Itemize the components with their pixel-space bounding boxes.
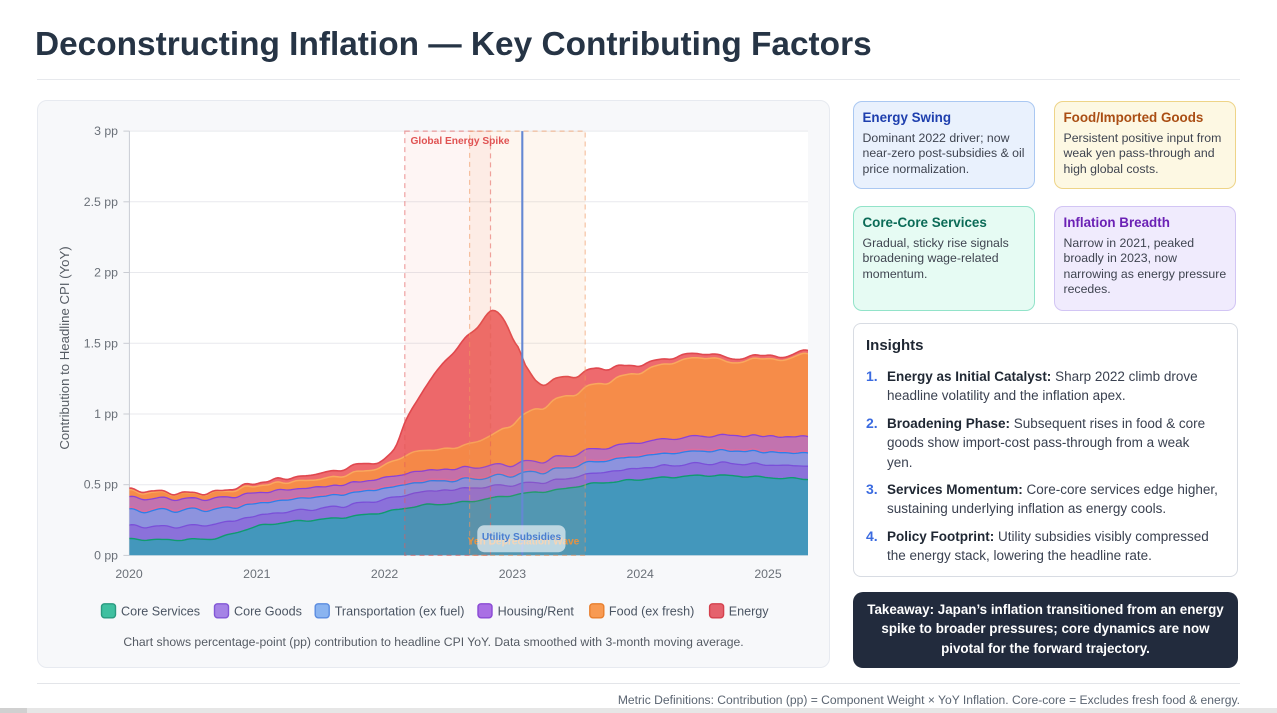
svg-text:2021: 2021 — [243, 567, 271, 581]
svg-text:Contribution to Headline CPI (: Contribution to Headline CPI (YoY) — [57, 246, 72, 449]
svg-text:2020: 2020 — [115, 567, 143, 581]
svg-text:2.5 pp: 2.5 pp — [84, 195, 118, 209]
svg-text:1 pp: 1 pp — [94, 407, 118, 421]
svg-text:2025: 2025 — [754, 567, 782, 581]
svg-text:0 pp: 0 pp — [94, 548, 118, 562]
svg-text:Core Services: Core Services — [121, 604, 200, 618]
svg-text:Food (ex fresh): Food (ex fresh) — [609, 604, 694, 618]
svg-text:Housing/Rent: Housing/Rent — [498, 604, 575, 618]
svg-text:Core Goods: Core Goods — [234, 604, 302, 618]
svg-text:2022: 2022 — [371, 567, 399, 581]
svg-text:Energy: Energy — [729, 604, 770, 618]
svg-text:0.5 pp: 0.5 pp — [84, 478, 118, 492]
svg-text:2 pp: 2 pp — [94, 266, 118, 280]
svg-text:Transportation (ex fuel): Transportation (ex fuel) — [335, 604, 465, 618]
svg-text:2023: 2023 — [499, 567, 527, 581]
svg-text:Utility Subsidies: Utility Subsidies — [482, 532, 562, 543]
svg-text:Global Energy Spike: Global Energy Spike — [410, 136, 509, 147]
svg-text:3 pp: 3 pp — [94, 124, 118, 138]
svg-text:Chart shows percentage-point (: Chart shows percentage-point (pp) contri… — [123, 635, 743, 649]
svg-text:2024: 2024 — [627, 567, 655, 581]
svg-text:1.5 pp: 1.5 pp — [84, 336, 118, 350]
